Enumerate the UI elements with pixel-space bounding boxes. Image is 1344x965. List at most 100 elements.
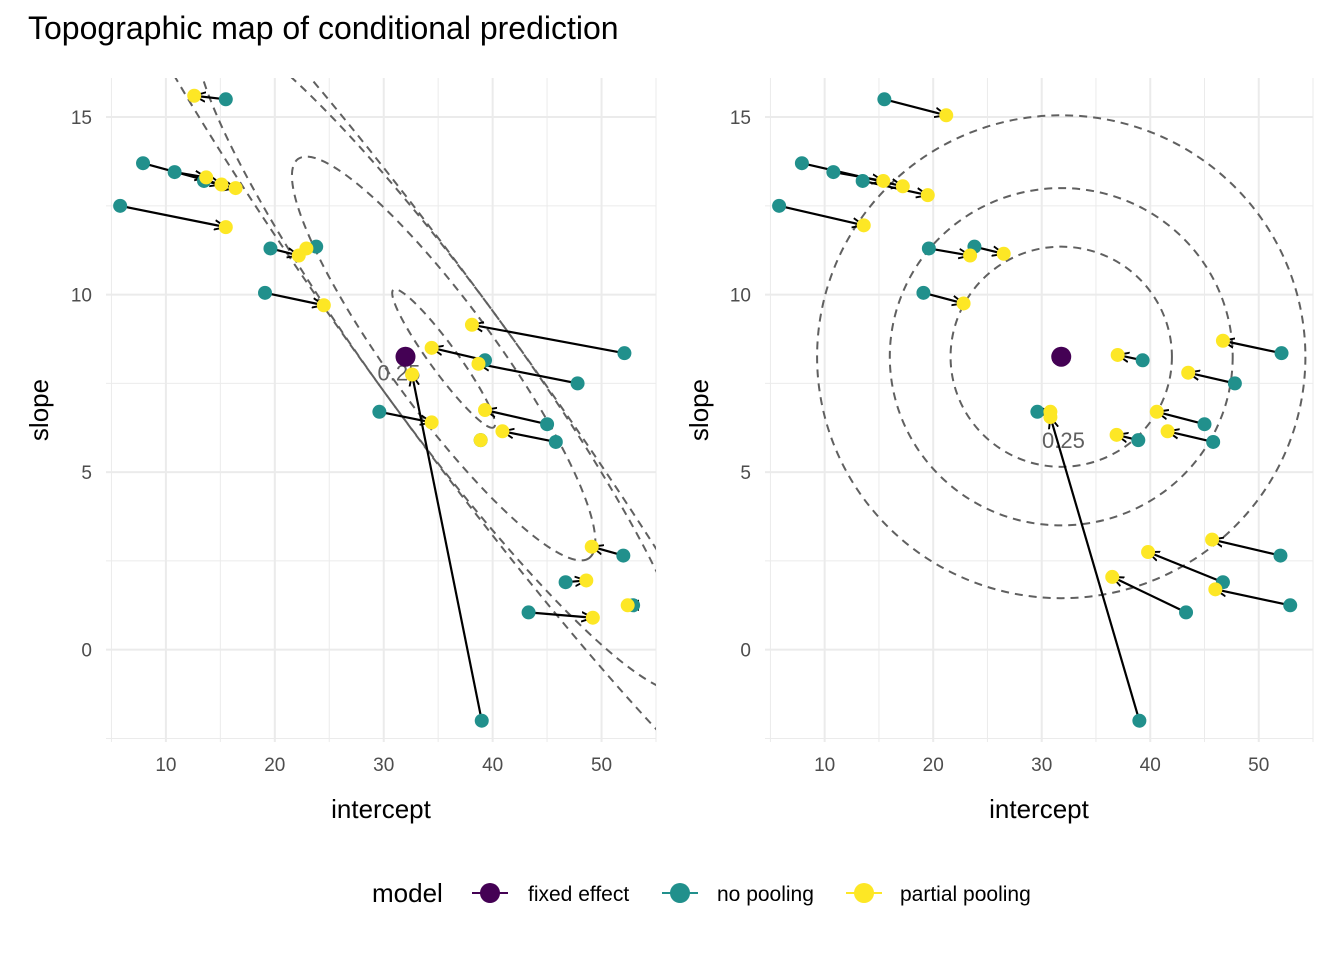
x-axis-title: intercept xyxy=(331,794,431,824)
shrinkage-arrow xyxy=(528,612,593,617)
partial-pooling-point xyxy=(214,177,229,192)
contour-ellipse xyxy=(106,78,656,742)
contour-group xyxy=(816,114,1307,600)
no-pooling-point xyxy=(1132,713,1147,728)
no-pooling-point xyxy=(1030,404,1045,419)
legend-label-partial-pooling: partial pooling xyxy=(900,883,1031,906)
no-pooling-point xyxy=(1179,605,1194,620)
y-tick-label: 15 xyxy=(71,108,92,129)
shrinkage-arrow xyxy=(412,374,483,721)
partial-pooling-point xyxy=(424,415,439,430)
partial-pooling-point xyxy=(473,433,488,448)
x-tick-label: 40 xyxy=(482,755,503,776)
no-pooling-point xyxy=(921,241,936,256)
no-pooling-point xyxy=(540,417,555,432)
contour-ellipse xyxy=(949,245,1173,468)
shrinkage-arrow xyxy=(379,410,431,423)
y-tick-label: 5 xyxy=(740,463,751,484)
y-axis-title: slope xyxy=(24,379,54,441)
no-pooling-point xyxy=(1206,434,1221,449)
shrinkage-arrow xyxy=(472,325,625,355)
no-pooling-point xyxy=(916,285,931,300)
partial-pooling-point xyxy=(299,241,314,256)
partial-pooling-point xyxy=(1105,569,1120,584)
no-pooling-point xyxy=(794,156,809,171)
x-tick-label: 50 xyxy=(1248,755,1269,776)
shrinkage-arrow xyxy=(1215,589,1291,607)
contour-group xyxy=(106,78,656,742)
fixed-effect-point xyxy=(1051,346,1072,367)
shrinkage-arrow xyxy=(862,179,928,195)
partial-pooling-point xyxy=(963,248,978,263)
partial-pooling-point xyxy=(1181,365,1196,380)
partial-pooling-point xyxy=(424,340,439,355)
y-tick-label: 0 xyxy=(740,641,751,662)
legend-key-fixed-effect xyxy=(472,883,508,903)
x-tick-label: 50 xyxy=(591,755,612,776)
partial-pooling-point xyxy=(1208,582,1223,597)
partial-pooling-point xyxy=(471,356,486,371)
no-pooling-point xyxy=(258,285,273,300)
fixed-effect-point xyxy=(395,346,416,367)
no-pooling-point xyxy=(772,198,787,213)
shrinkage-arrow xyxy=(1212,540,1281,557)
point-group xyxy=(772,92,1298,728)
x-tick-label: 10 xyxy=(155,755,176,776)
partial-pooling-point xyxy=(579,573,594,588)
no-pooling-point xyxy=(616,548,631,563)
partial-pooling-point xyxy=(895,179,910,194)
point-group xyxy=(113,88,641,728)
contour-ellipse xyxy=(195,78,656,693)
panel-right: 10 20 30 40 50 0 5 10 15 intercept slope 0.25 xyxy=(684,78,1314,824)
no-pooling-point xyxy=(855,173,870,188)
legend-key-partial-pooling xyxy=(846,883,882,903)
shrinkage-arrow xyxy=(1168,431,1214,444)
legend-title: model xyxy=(372,878,443,908)
no-pooling-point xyxy=(218,92,233,107)
partial-pooling-point xyxy=(1109,427,1124,442)
contour-ellipse xyxy=(391,288,497,429)
partial-pooling-point xyxy=(478,403,493,417)
legend-label-fixed-effect: fixed effect xyxy=(528,883,629,906)
partial-pooling-point xyxy=(1141,545,1156,560)
y-tick-label: 15 xyxy=(730,108,751,129)
shrinkage-arrow xyxy=(119,204,226,227)
y-tick-label: 10 xyxy=(71,286,92,307)
no-pooling-point xyxy=(1227,376,1242,391)
no-pooling-point xyxy=(548,434,563,449)
contour-ellipse xyxy=(816,114,1307,600)
x-tick-label: 10 xyxy=(814,755,835,776)
no-pooling-point xyxy=(113,198,128,213)
x-tick-label: 30 xyxy=(1031,755,1052,776)
partial-pooling-point xyxy=(956,296,971,311)
shrinkage-arrow xyxy=(1223,341,1282,355)
partial-pooling-point xyxy=(996,246,1011,261)
shrinkage-arrow xyxy=(884,98,946,115)
x-tick-label: 20 xyxy=(264,755,285,776)
y-tick-label: 0 xyxy=(81,641,92,662)
no-pooling-point xyxy=(167,165,182,180)
partial-pooling-point xyxy=(1110,347,1125,362)
no-pooling-point xyxy=(474,713,489,728)
no-pooling-point xyxy=(1135,353,1150,368)
partial-pooling-point xyxy=(1043,410,1058,425)
no-pooling-point xyxy=(877,92,892,107)
partial-pooling-point xyxy=(218,220,233,235)
no-pooling-point xyxy=(1131,433,1146,448)
shrinkage-arrow xyxy=(778,204,864,226)
legend-label-no-pooling: no pooling xyxy=(717,883,814,906)
no-pooling-point xyxy=(558,575,573,590)
partial-pooling-point xyxy=(228,181,243,196)
shrinkage-arrow xyxy=(1157,412,1205,426)
contour-label: 0.25 xyxy=(1042,428,1085,453)
chart-title: Topographic map of conditional predictio… xyxy=(28,10,619,46)
no-pooling-point xyxy=(136,156,151,171)
partial-pooling-point xyxy=(199,170,214,185)
partial-pooling-point xyxy=(920,188,935,203)
shrinkage-arrow xyxy=(478,364,578,385)
partial-pooling-point xyxy=(1215,333,1230,348)
partial-pooling-point xyxy=(876,173,891,188)
